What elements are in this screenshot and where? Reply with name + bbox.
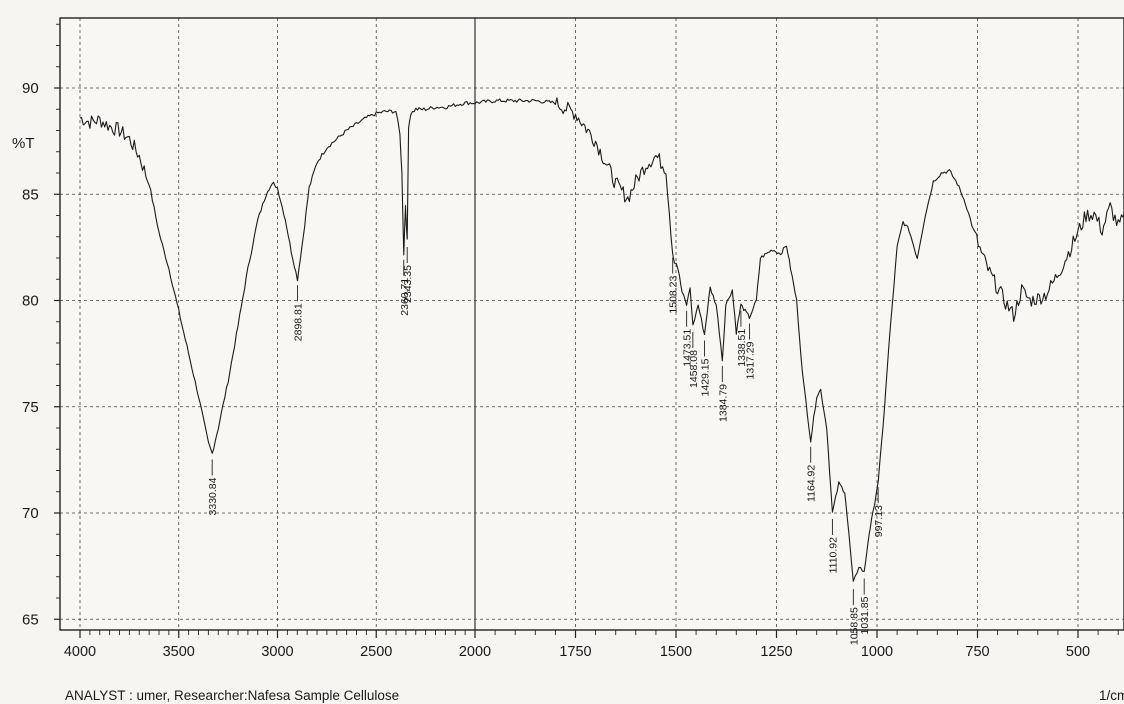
- plot-frame: [59, 17, 1124, 631]
- spectrum-line: [79, 97, 1124, 582]
- peak-label: 1473.51: [682, 329, 694, 367]
- peak-label: 1458.08: [688, 350, 700, 388]
- peak-label: 997.13: [873, 505, 885, 537]
- peak-label: 2343.35: [402, 265, 414, 303]
- x-tick-label: 2000: [459, 644, 491, 660]
- x-axis-unit: 1/cm: [1099, 688, 1124, 703]
- peak-label: 3330.84: [207, 477, 219, 515]
- x-tick-label: 4000: [64, 644, 96, 660]
- y-tick-label: 75: [22, 399, 39, 416]
- axes: 4000 3500 3000 2500 2000 1750 1500 1250 1000 750 5…: [22, 23, 1119, 660]
- peak-label: 1031.85: [859, 596, 871, 634]
- x-tick-label: 3000: [261, 644, 293, 660]
- x-tick-label: 500: [1066, 644, 1090, 660]
- spectrum-series: [79, 97, 1124, 582]
- y-tick-label: 70: [22, 505, 39, 522]
- footer-text: ANALYST : umer, Researcher:Nafesa Sample…: [65, 688, 399, 703]
- y-tick-label: 80: [22, 293, 39, 310]
- peak-label: 1338.51: [736, 329, 748, 367]
- peak-label: 2360.71: [399, 278, 411, 316]
- plot-background: [60, 18, 1124, 630]
- x-tick-label: 750: [965, 644, 989, 660]
- y-tick-label: 85: [22, 186, 39, 203]
- peak-label: 1058.85: [848, 607, 860, 645]
- y-tick-label: 65: [22, 611, 39, 628]
- grid: [60, 18, 1124, 630]
- peak-label: 2898.81: [292, 303, 304, 341]
- x-tick-label: 2500: [360, 644, 392, 660]
- x-tick-label: 1750: [559, 644, 591, 660]
- x-tick-label: 1000: [861, 644, 893, 660]
- peak-label: 1317.29: [744, 341, 756, 379]
- y-tick-label: 90: [22, 80, 39, 97]
- peak-label: 1110.92: [827, 537, 839, 574]
- x-tick-label: 1500: [660, 644, 692, 660]
- peak-label: 1384.79: [717, 384, 729, 422]
- x-tick-label: 3500: [163, 644, 195, 660]
- peak-label: 1508.23: [668, 275, 680, 313]
- x-tick-label: 1250: [760, 644, 792, 660]
- peak-label: 1164.92: [806, 465, 818, 502]
- y-axis-label: %T: [12, 135, 35, 152]
- peak-label: 1429.15: [699, 358, 711, 396]
